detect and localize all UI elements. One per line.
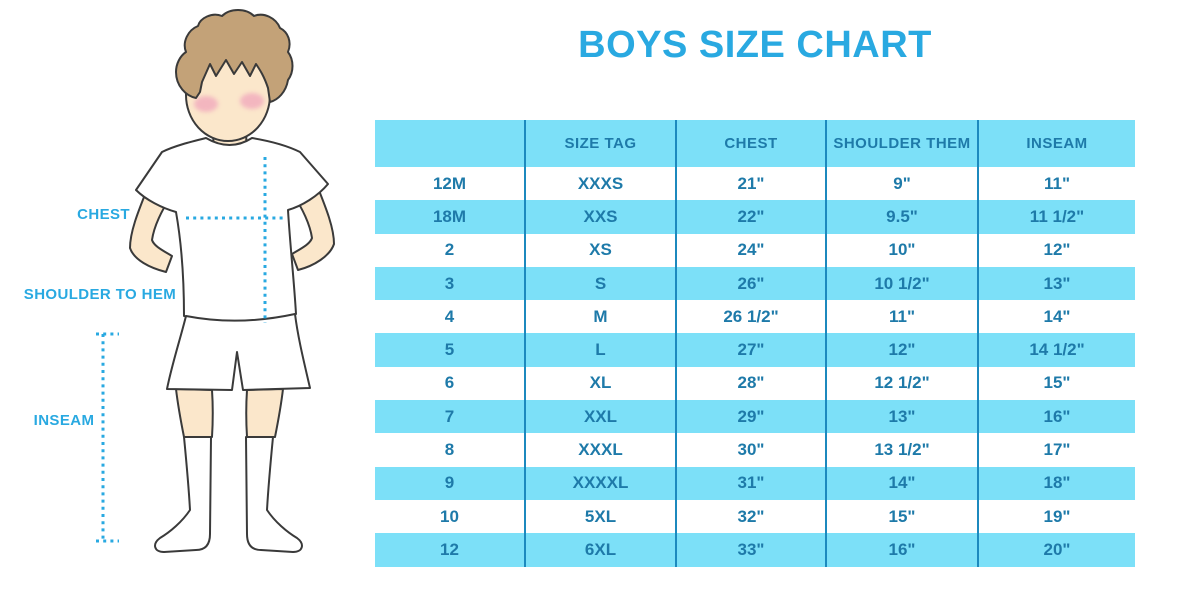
table-cell: 33" xyxy=(675,533,826,567)
boy-figure-illustration xyxy=(96,9,335,553)
table-cell: 12 1/2" xyxy=(825,366,978,401)
table-cell: L xyxy=(524,333,676,367)
boy-sock-right xyxy=(245,436,303,553)
table-cell: 19" xyxy=(977,499,1135,534)
table-cell: 31" xyxy=(675,466,826,500)
table-cell: XXS xyxy=(524,200,676,234)
shoulder-to-hem-label: SHOULDER TO HEM xyxy=(23,286,177,303)
table-cell: 14 1/2" xyxy=(977,333,1135,367)
table-cell: 29" xyxy=(675,400,826,434)
table-cell: XXXS xyxy=(524,167,676,201)
table-row: 7 XXL 29" 13" 16" xyxy=(375,400,1135,434)
table-cell: 28" xyxy=(675,366,826,401)
table-row: 9 XXXXL 31" 14" 18" xyxy=(375,466,1135,500)
header-cell-chest: CHEST xyxy=(675,120,826,167)
table-cell: 10 1/2" xyxy=(825,266,978,301)
table-cell: 14" xyxy=(825,466,978,500)
table-cell: 11" xyxy=(977,167,1135,201)
table-row: 12 6XL 33" 16" 20" xyxy=(375,533,1135,567)
boy-hair xyxy=(175,9,294,103)
boy-cheek-left xyxy=(194,96,218,112)
table-cell: 4 xyxy=(444,306,455,326)
table-cell: 12" xyxy=(977,233,1135,267)
table-row: 3 S 26" 10 1/2" 13" xyxy=(375,266,1135,301)
table-cell: 6 xyxy=(444,373,455,393)
table-row: 12M XXXS 21" 9" 11" xyxy=(375,167,1135,201)
table-cell: XS xyxy=(524,233,676,267)
table-cell: 30" xyxy=(675,433,826,467)
table-cell: XXXL xyxy=(524,433,676,467)
table-cell: 32" xyxy=(675,499,826,534)
boy-leg-left xyxy=(175,388,214,438)
table-cell: 5XL xyxy=(524,499,676,534)
table-cell: 6XL xyxy=(524,533,676,567)
size-table: SIZE TAG CHEST SHOULDER THEM INSEAM 12M X… xyxy=(375,120,1135,567)
table-cell: 12 xyxy=(440,539,459,559)
table-row: 6 XL 28" 12 1/2" 15" xyxy=(375,366,1135,401)
table-cell: 14" xyxy=(977,300,1135,334)
page-title: BOYS SIZE CHART xyxy=(578,24,932,66)
table-cell: 11 1/2" xyxy=(977,200,1135,234)
table-cell: 17" xyxy=(977,433,1135,467)
table-cell: 26" xyxy=(675,266,826,301)
table-cell: 24" xyxy=(675,233,826,267)
inseam-label: INSEAM xyxy=(33,412,95,429)
size-table-body: 12M XXXS 21" 9" 11" 18M XXS 22" 9.5" 11 1/2" 2 XS 24… xyxy=(375,167,1135,567)
header-cell-shoulder: SHOULDER THEM xyxy=(825,120,978,167)
header-cell-size-tag: SIZE TAG xyxy=(524,120,676,167)
table-cell: 3 xyxy=(444,273,455,293)
table-cell: 12M xyxy=(432,173,467,193)
header-cell-age xyxy=(375,120,525,167)
figure-panel: CHEST SHOULDER TO HEM INSEAM xyxy=(0,0,370,600)
table-cell: 10" xyxy=(825,233,978,267)
header-cell-inseam: INSEAM xyxy=(977,120,1135,167)
boy-shorts xyxy=(166,313,311,391)
table-row: 4 M 26 1/2" 11" 14" xyxy=(375,300,1135,334)
table-cell: 16" xyxy=(977,400,1135,434)
table-cell: 16" xyxy=(825,533,978,567)
table-cell: 9.5" xyxy=(825,200,978,234)
table-row: 2 XS 24" 10" 12" xyxy=(375,233,1135,267)
table-row: 10 5XL 32" 15" 19" xyxy=(375,499,1135,534)
table-cell: S xyxy=(524,266,676,301)
table-cell: 26 1/2" xyxy=(675,300,826,334)
table-cell: 27" xyxy=(675,333,826,367)
table-cell: 15" xyxy=(825,499,978,534)
boy-leg-right xyxy=(245,388,284,438)
table-cell: 13 1/2" xyxy=(825,433,978,467)
table-cell: XL xyxy=(524,366,676,401)
table-cell: 22" xyxy=(675,200,826,234)
table-cell: 13" xyxy=(977,266,1135,301)
table-cell: 11" xyxy=(825,300,978,334)
table-row: 5 L 27" 12" 14 1/2" xyxy=(375,333,1135,367)
table-cell: 20" xyxy=(977,533,1135,567)
table-cell: 5 xyxy=(444,340,455,360)
table-row: 8 XXXL 30" 13 1/2" 17" xyxy=(375,433,1135,467)
table-cell: 18M xyxy=(432,206,467,226)
table-cell: 2 xyxy=(444,240,455,260)
table-cell: 7 xyxy=(444,406,455,426)
table-cell: 8 xyxy=(444,440,455,460)
table-cell: 18" xyxy=(977,466,1135,500)
header-row: SIZE TAG CHEST SHOULDER THEM INSEAM xyxy=(375,120,1135,167)
table-cell: 9" xyxy=(825,167,978,201)
chest-label: CHEST xyxy=(77,206,130,223)
table-row: 18M XXS 22" 9.5" 11 1/2" xyxy=(375,200,1135,234)
table-cell: 12" xyxy=(825,333,978,367)
table-cell: XXXXL xyxy=(524,466,676,500)
table-cell: 15" xyxy=(977,366,1135,401)
table-cell: M xyxy=(524,300,676,334)
boy-arm-left xyxy=(129,191,173,273)
table-cell: XXL xyxy=(524,400,676,434)
boy-cheek-right xyxy=(240,93,264,109)
table-cell: 9 xyxy=(444,473,455,493)
boy-sock-left xyxy=(154,436,212,553)
table-cell: 13" xyxy=(825,400,978,434)
size-table-header: SIZE TAG CHEST SHOULDER THEM INSEAM xyxy=(375,120,1135,167)
table-cell: 21" xyxy=(675,167,826,201)
table-cell: 10 xyxy=(440,506,459,526)
